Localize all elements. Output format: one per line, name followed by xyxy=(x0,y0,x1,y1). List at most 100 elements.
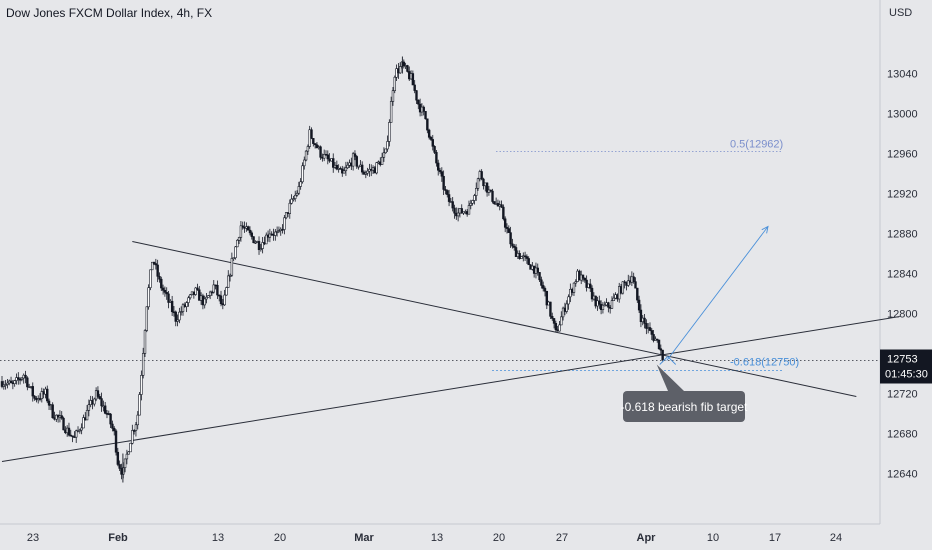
candle-down xyxy=(415,90,418,101)
candle-down xyxy=(17,377,20,380)
x-tick-label: 23 xyxy=(27,532,39,544)
projection-arrowhead xyxy=(761,225,769,234)
candle-down xyxy=(540,279,543,286)
candle-down xyxy=(0,381,4,387)
candle-up xyxy=(236,240,239,248)
chart-title: Dow Jones FXCM Dollar Index, 4h, FX xyxy=(6,6,212,20)
candle-down xyxy=(447,194,451,202)
candle-up xyxy=(259,248,263,251)
candle-up xyxy=(467,205,471,215)
candle-down xyxy=(98,396,101,399)
candle-down xyxy=(154,263,158,266)
candle-up xyxy=(393,76,396,91)
candle-down xyxy=(417,99,420,105)
candle-down xyxy=(511,243,514,247)
candle-down xyxy=(446,190,449,195)
candle-down xyxy=(250,232,253,237)
candle-up xyxy=(304,150,308,161)
y-tick-label: 12920 xyxy=(887,189,918,201)
candle-down xyxy=(514,247,518,257)
candle-down xyxy=(51,404,54,419)
y-tick-label: 12840 xyxy=(887,269,918,281)
candle-up xyxy=(306,146,310,152)
candle-up xyxy=(284,212,288,219)
currency-label: USD xyxy=(889,7,912,19)
candle-up xyxy=(194,287,197,295)
candle-down xyxy=(60,415,63,419)
candle-down xyxy=(639,309,643,323)
candle-down xyxy=(460,208,463,214)
candle-down xyxy=(33,395,36,399)
candle-up xyxy=(230,258,234,276)
candle-down xyxy=(554,323,558,331)
x-tick-label: 20 xyxy=(493,532,505,544)
candle-up xyxy=(125,453,129,460)
candle-down xyxy=(156,264,159,277)
candle-down xyxy=(103,405,107,414)
candle-up xyxy=(143,330,147,354)
candle-up xyxy=(239,225,243,238)
candle-down xyxy=(248,229,252,234)
candle-down xyxy=(491,190,494,202)
candle-up xyxy=(297,186,301,194)
projection-arrow[interactable] xyxy=(659,225,769,365)
candle-down xyxy=(590,287,594,300)
candle-down xyxy=(47,400,51,406)
candle-up xyxy=(303,159,306,167)
candle-up xyxy=(207,295,210,298)
x-tick-label: 20 xyxy=(274,532,286,544)
candle-up xyxy=(469,202,472,206)
time-scale[interactable] xyxy=(0,524,932,550)
trendlines[interactable] xyxy=(1,241,900,462)
candle-up xyxy=(223,294,226,306)
candle-down xyxy=(216,284,219,296)
candle-up xyxy=(189,294,192,299)
candle-up xyxy=(277,230,281,232)
y-tick-label: 12720 xyxy=(887,389,918,401)
candle-down xyxy=(252,236,255,244)
candle-up xyxy=(475,188,478,196)
fib-target-callout[interactable]: -0.618 bearish fib target xyxy=(621,364,748,423)
price-scale[interactable] xyxy=(880,0,932,524)
y-tick-label: 12880 xyxy=(887,229,918,241)
candle-up xyxy=(391,90,395,102)
candle-down xyxy=(589,283,592,289)
candle-up xyxy=(145,306,148,331)
candle-up xyxy=(603,304,606,307)
candle-up xyxy=(520,256,523,259)
plot-area[interactable] xyxy=(0,0,880,524)
candle-down xyxy=(480,171,483,180)
candle-down xyxy=(218,294,221,297)
candle-down xyxy=(9,380,13,384)
candle-down xyxy=(96,390,100,397)
callout-box xyxy=(623,391,745,422)
candle-up xyxy=(13,380,16,384)
candle-down xyxy=(406,65,409,72)
x-tick-label: Apr xyxy=(637,532,657,544)
candle-up xyxy=(299,181,302,187)
x-tick-label: 24 xyxy=(830,532,842,544)
candle-up xyxy=(375,162,378,174)
candle-down xyxy=(170,300,174,313)
candle-up xyxy=(380,156,384,165)
x-tick-label: 17 xyxy=(769,532,781,544)
candle-down xyxy=(31,386,34,397)
candle-down xyxy=(440,171,444,177)
current-price-tag[interactable]: 12753 01:45:30 xyxy=(880,349,932,384)
trendline-ascending xyxy=(1,316,900,462)
candle-up xyxy=(20,377,24,380)
candle-down xyxy=(424,111,427,120)
candle-down xyxy=(165,292,168,295)
candle-down xyxy=(451,201,454,209)
candle-down xyxy=(160,278,163,289)
candle-down xyxy=(598,300,601,305)
candle-down xyxy=(152,261,156,264)
candle-up xyxy=(136,414,139,426)
candle-down xyxy=(429,137,433,140)
candle-down xyxy=(310,129,313,139)
candle-up xyxy=(560,316,563,326)
candle-down xyxy=(489,189,492,192)
candle-up xyxy=(176,319,179,322)
candle-down xyxy=(67,427,71,436)
